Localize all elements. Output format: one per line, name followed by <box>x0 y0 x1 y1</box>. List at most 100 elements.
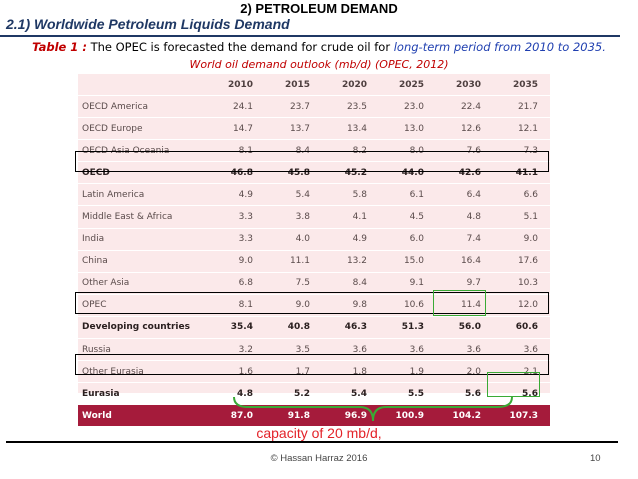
table-cell: 107.3 <box>493 404 550 427</box>
copyright-text: © Hassan Harraz 2016 <box>270 453 368 464</box>
region-name: Developing countries <box>78 315 208 339</box>
table-cell: 9.8 <box>322 293 379 317</box>
column-header <box>78 74 208 96</box>
table-cell: 6.1 <box>379 183 436 206</box>
table-header-row: 2010 2015 2020 2025 2030 2035 <box>78 74 550 96</box>
column-header: 2035 <box>512 79 538 90</box>
table-row-subtotal: OECD 46.8 45.8 45.2 44.0 42.6 41.1 <box>78 161 550 184</box>
table-cell: 6.8 <box>208 271 265 295</box>
table-cell: 96.9 <box>322 404 379 427</box>
caption-label: Table 1 : <box>32 40 87 54</box>
page-number: 10 <box>590 453 601 464</box>
table-cell: 3.3 <box>208 227 265 251</box>
table-source: World oil demand outlook (mb/d) (OPEC, 2… <box>189 58 449 71</box>
table-cell: 17.6 <box>493 249 550 273</box>
region-name: Other Asia <box>78 271 208 295</box>
table-cell: 3.6 <box>322 338 379 361</box>
subtitle: 2.1) Worldwide Petroleum Liquids Demand <box>6 16 290 32</box>
table-cell: 23.5 <box>322 94 379 118</box>
column-header: 2015 <box>284 79 310 90</box>
region-name: OECD Europe <box>78 117 208 140</box>
column-header: 2020 <box>341 79 367 90</box>
table-cell: 12.0 <box>493 293 550 317</box>
table-cell: 8.0 <box>379 139 436 162</box>
table-cell: 46.8 <box>208 161 265 184</box>
table-cell: 14.7 <box>208 117 265 140</box>
table-cell: 9.0 <box>493 227 550 251</box>
table-row: China 9.0 11.1 13.2 15.0 16.4 17.6 <box>78 249 550 273</box>
table-cell: 6.0 <box>379 227 436 251</box>
table-cell: 24.1 <box>208 94 265 118</box>
table-cell: 13.4 <box>322 117 379 140</box>
title-divider <box>0 35 620 37</box>
table-cell: 4.1 <box>322 205 379 229</box>
table-cell: 1.7 <box>265 360 322 383</box>
region-name: Eurasia <box>78 382 208 405</box>
table-cell: 3.6 <box>379 338 436 361</box>
table-cell: 7.3 <box>493 139 550 162</box>
footer-divider <box>6 441 618 443</box>
table-cell: 12.1 <box>493 117 550 140</box>
table-cell: 87.0 <box>208 404 265 427</box>
table-cell: 7.5 <box>265 271 322 295</box>
table-cell: 9.0 <box>265 293 322 317</box>
table-row: OECD America 24.1 23.7 23.5 23.0 22.4 21… <box>78 94 550 118</box>
region-name: OPEC <box>78 293 208 317</box>
table-row: Other Eurasia 1.6 1.7 1.8 1.9 2.0 2.1 <box>78 360 550 383</box>
region-name: China <box>78 249 208 273</box>
table-cell: 2.0 <box>436 360 493 383</box>
table-cell: 1.9 <box>379 360 436 383</box>
table-cell: 40.8 <box>265 315 322 339</box>
table-cell: 8.1 <box>208 293 265 317</box>
table-cell: 4.8 <box>208 382 265 405</box>
table-cell: 9.0 <box>208 249 265 273</box>
table-cell: 11.4 <box>436 293 493 317</box>
table-row: OPEC 8.1 9.0 9.8 10.6 11.4 12.0 <box>78 293 550 317</box>
table-cell: 3.8 <box>265 205 322 229</box>
region-name: OECD <box>78 161 208 184</box>
table-cell: 13.7 <box>265 117 322 140</box>
table-cell: 42.6 <box>436 161 493 184</box>
table-cell: 8.1 <box>208 139 265 162</box>
table-row: Middle East & Africa 3.3 3.8 4.1 4.5 4.8… <box>78 205 550 229</box>
region-name: Other Eurasia <box>78 360 208 383</box>
capacity-annotation: capacity of 20 mb/d, <box>256 425 382 441</box>
table-cell: 7.6 <box>436 139 493 162</box>
table-cell: 1.8 <box>322 360 379 383</box>
table-cell: 3.6 <box>436 338 493 361</box>
table-cell: 5.5 <box>379 382 436 405</box>
table-cell: 11.1 <box>265 249 322 273</box>
table-row: India 3.3 4.0 4.9 6.0 7.4 9.0 <box>78 227 550 251</box>
table-cell: 51.3 <box>379 315 436 339</box>
table-cell: 5.8 <box>322 183 379 206</box>
table-cell: 60.6 <box>493 315 550 339</box>
table-cell: 3.3 <box>208 205 265 229</box>
column-header: 2025 <box>398 79 424 90</box>
table-cell: 5.6 <box>436 382 493 405</box>
table-cell: 13.2 <box>322 249 379 273</box>
table-cell: 104.2 <box>436 404 493 427</box>
table-cell: 8.4 <box>265 139 322 162</box>
table-cell: 4.8 <box>436 205 493 229</box>
table-cell: 46.3 <box>322 315 379 339</box>
table-cell: 3.2 <box>208 338 265 361</box>
table-cell: 9.1 <box>379 271 436 295</box>
table-cell: 2.1 <box>493 360 550 383</box>
demand-table: 2010 2015 2020 2025 2030 2035 OECD Ameri… <box>78 74 550 427</box>
table-cell: 91.8 <box>265 404 322 427</box>
table-row-subtotal: Developing countries 35.4 40.8 46.3 51.3… <box>78 315 550 339</box>
caption-emphasis: long-term period from 2010 to 2035. <box>393 40 606 54</box>
table-cell: 9.7 <box>436 271 493 295</box>
column-header: 2010 <box>227 79 253 90</box>
table-cell: 3.6 <box>493 338 550 361</box>
table-cell: 56.0 <box>436 315 493 339</box>
table-cell: 21.7 <box>493 94 550 118</box>
table-cell: 13.0 <box>379 117 436 140</box>
demand-table-panel: 2010 2015 2020 2025 2030 2035 OECD Ameri… <box>78 74 550 427</box>
table-cell: 8.4 <box>322 271 379 295</box>
table-cell: 6.4 <box>436 183 493 206</box>
table-cell: 5.6 <box>493 382 550 405</box>
table-cell: 5.4 <box>322 382 379 405</box>
table-cell: 4.9 <box>322 227 379 251</box>
table-cell: 10.6 <box>379 293 436 317</box>
